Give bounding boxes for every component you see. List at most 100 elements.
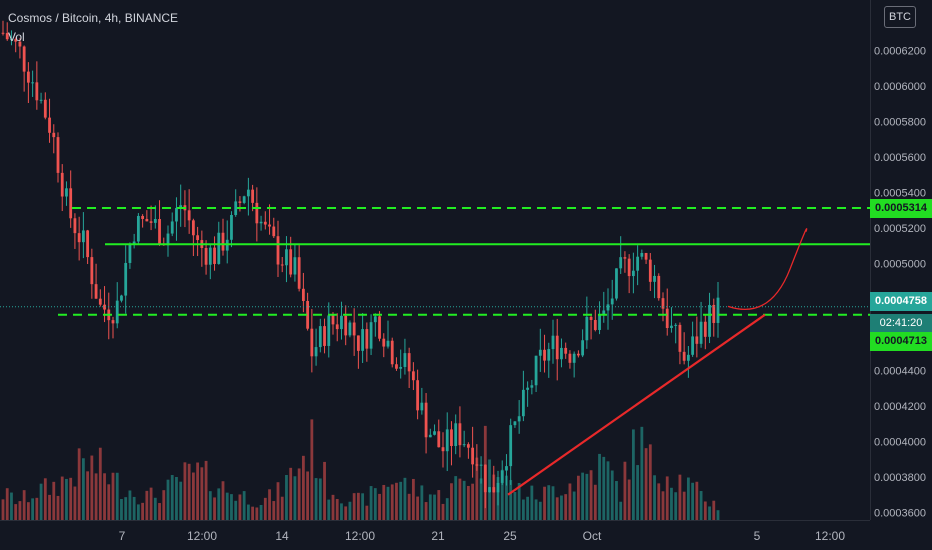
candle-body — [158, 219, 161, 245]
candle-body — [263, 221, 267, 225]
volume-bar — [234, 500, 238, 520]
volume-bar — [115, 472, 119, 520]
candle-body — [120, 295, 123, 301]
volume-bar — [77, 448, 81, 520]
candle-body — [403, 353, 407, 367]
volume-bar — [686, 477, 690, 520]
volume-bar — [657, 483, 661, 520]
candle-body — [564, 347, 568, 354]
volume-bar — [581, 472, 585, 520]
candle-body — [424, 402, 428, 438]
volume-bar — [420, 485, 424, 520]
candle-body — [420, 402, 424, 411]
time-tick-label: 12:00 — [815, 529, 845, 543]
candle-body — [428, 434, 432, 438]
candle-body — [445, 429, 449, 452]
volume-bar — [348, 501, 352, 520]
candle-body — [293, 257, 297, 275]
candle-body — [26, 71, 30, 83]
volume-bar — [259, 505, 263, 520]
candle-body — [699, 321, 703, 344]
candle-body — [73, 218, 77, 234]
volume-bar — [492, 474, 496, 520]
volume-bar — [111, 472, 115, 520]
volume-bar — [670, 487, 673, 520]
candle-body — [390, 340, 394, 365]
candle-body — [60, 172, 64, 197]
volume-bar — [716, 510, 720, 520]
volume-bar — [538, 501, 542, 520]
candle-body — [615, 268, 618, 299]
volume-bar — [107, 484, 111, 520]
candle-body — [18, 41, 22, 47]
volume-bar — [187, 463, 191, 520]
price-tick-label: 0.0005200 — [874, 223, 926, 235]
candle-body — [534, 355, 538, 386]
price-tick-label: 0.0004200 — [874, 401, 926, 413]
volume-bar — [166, 479, 170, 520]
candle-body — [399, 366, 403, 369]
candle-body — [318, 326, 322, 348]
candle-body — [661, 298, 665, 309]
candle-body — [670, 325, 673, 329]
volume-bar — [238, 494, 242, 520]
candle-body — [691, 336, 695, 355]
volume-bar — [526, 496, 530, 520]
volume-bar — [18, 501, 22, 520]
candle-body — [14, 39, 18, 42]
price-tick-label: 0.0004000 — [874, 436, 926, 448]
volume-bar — [136, 504, 140, 520]
volume-bar — [52, 481, 56, 520]
candle-body — [331, 315, 335, 325]
volume-bar — [479, 478, 483, 520]
volume-bar — [534, 499, 538, 520]
volume-bar — [86, 471, 90, 520]
candle-body — [450, 429, 453, 447]
volume-bar — [327, 499, 331, 520]
volume-bar — [560, 495, 563, 520]
volume-bar — [242, 491, 246, 520]
volume-bar — [246, 504, 250, 520]
candle-body — [466, 444, 470, 448]
volume-bar — [695, 481, 699, 520]
candle-body — [310, 328, 314, 357]
volume-bar — [636, 465, 640, 520]
volume-bar — [56, 495, 60, 520]
volume-bar — [521, 499, 525, 520]
candle-body — [619, 257, 623, 269]
volume-bar — [530, 485, 534, 520]
candle-body — [462, 444, 466, 446]
candle-body — [568, 353, 572, 363]
volume-bar — [132, 496, 136, 520]
volume-bar — [361, 493, 365, 520]
volume-bar — [433, 494, 436, 520]
candle-body — [98, 298, 102, 305]
volume-bar — [170, 475, 174, 520]
candle-body — [610, 298, 614, 305]
volume-bar — [293, 476, 297, 520]
volume-bar — [221, 481, 225, 520]
candle-body — [94, 284, 98, 299]
volume-bar — [564, 494, 568, 520]
volume-bar — [318, 478, 322, 520]
volume-bar — [335, 499, 339, 520]
volume-bar — [200, 467, 204, 520]
volume-bar — [149, 487, 153, 520]
candle-body — [175, 207, 178, 222]
volume-bar — [1, 499, 5, 520]
last-price-badge: 0.0004758 — [870, 292, 932, 311]
volume-bar — [297, 468, 301, 520]
currency-button[interactable]: BTC — [884, 6, 916, 28]
candle-body — [289, 249, 293, 275]
volume-bar — [373, 488, 377, 520]
volume-bar — [395, 482, 398, 520]
candle-body — [348, 322, 352, 336]
volume-bar — [475, 457, 479, 520]
candle-body — [606, 304, 610, 311]
candle-body — [124, 262, 128, 296]
candle-body — [301, 288, 305, 301]
candle-body — [191, 220, 195, 236]
volume-bar — [458, 478, 462, 520]
